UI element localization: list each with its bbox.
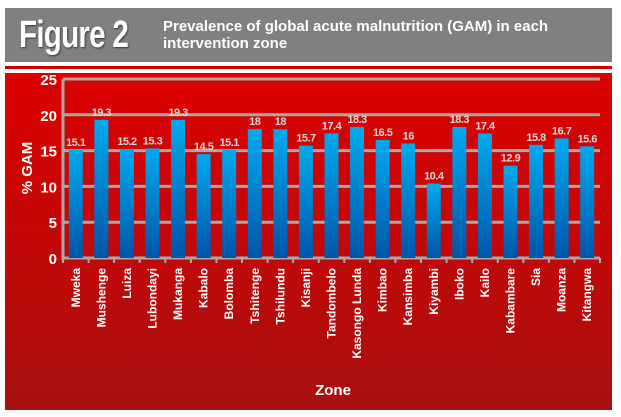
bar bbox=[68, 149, 83, 258]
bar bbox=[196, 154, 211, 258]
x-tick-label: Moanza bbox=[555, 268, 569, 312]
data-label: 18 bbox=[249, 116, 261, 128]
data-label: 12.9 bbox=[501, 153, 521, 165]
x-tick-label: Kabalo bbox=[197, 268, 211, 308]
bar bbox=[273, 129, 288, 258]
divider bbox=[5, 66, 612, 69]
bar bbox=[222, 149, 237, 258]
x-tick-label: Mukanga bbox=[171, 268, 185, 320]
data-label: 15.1 bbox=[66, 137, 86, 149]
x-tick-label: Sia bbox=[529, 268, 543, 286]
x-tick-label: Tandombelo bbox=[325, 268, 339, 338]
x-axis-label: Zone bbox=[315, 382, 351, 399]
bar bbox=[529, 144, 544, 258]
data-label: 18 bbox=[275, 116, 287, 128]
bar bbox=[503, 165, 518, 258]
bar bbox=[554, 138, 569, 258]
y-tick-label: 5 bbox=[49, 215, 57, 232]
data-label: 15.2 bbox=[117, 136, 137, 148]
y-tick-label: 25 bbox=[40, 72, 57, 89]
x-tick-label: Kabambare bbox=[504, 268, 518, 334]
x-tick-label: Kiyambi bbox=[427, 268, 441, 315]
y-tick-label: 0 bbox=[49, 251, 57, 268]
bar bbox=[119, 149, 134, 258]
data-label: 17.4 bbox=[322, 120, 343, 132]
bar bbox=[94, 119, 109, 258]
data-label: 14.5 bbox=[194, 141, 214, 153]
data-label: 15.8 bbox=[526, 132, 546, 144]
figure-label: Figure 2 bbox=[19, 14, 129, 56]
bar bbox=[477, 133, 492, 258]
bar bbox=[375, 139, 390, 258]
x-tick-label: Kailo bbox=[478, 268, 492, 297]
y-tick-label: 15 bbox=[40, 144, 57, 161]
x-tick-label: Kisanji bbox=[299, 268, 313, 307]
x-tick-label: Tshitenge bbox=[248, 268, 262, 324]
data-label: 15.6 bbox=[578, 133, 598, 145]
figure-title: Prevalence of global acute malnutrition … bbox=[163, 18, 549, 52]
bar bbox=[324, 133, 339, 258]
bar bbox=[298, 145, 313, 258]
y-axis-label: % GAM bbox=[19, 142, 36, 195]
data-label: 18.3 bbox=[450, 114, 470, 126]
data-label: 16.5 bbox=[373, 127, 393, 139]
x-tick-label: Kasongo Lunda bbox=[350, 268, 364, 359]
bar bbox=[580, 146, 595, 258]
data-label: 16 bbox=[403, 130, 415, 142]
x-tick-label: Luiza bbox=[120, 268, 134, 299]
bar bbox=[171, 119, 186, 258]
bar bbox=[247, 129, 262, 258]
data-label: 18.3 bbox=[347, 114, 367, 126]
x-tick-label: Kimbao bbox=[376, 268, 390, 312]
bar bbox=[426, 183, 441, 258]
x-tick-label: Kitangwa bbox=[580, 268, 594, 322]
bar bbox=[452, 126, 467, 258]
data-label: 17.4 bbox=[475, 120, 496, 132]
data-label: 19.3 bbox=[92, 107, 112, 119]
y-tick-label: 20 bbox=[40, 108, 57, 125]
bar bbox=[145, 148, 160, 258]
figure-header: Figure 2 Prevalence of global acute maln… bbox=[5, 8, 612, 62]
data-label: 19.3 bbox=[168, 107, 188, 119]
data-label: 16.7 bbox=[552, 125, 572, 137]
x-tick-label: Iboko bbox=[452, 268, 466, 300]
x-tick-label: Mweka bbox=[69, 268, 83, 308]
data-label: 15.3 bbox=[143, 135, 163, 147]
x-tick-label: Tshilundu bbox=[273, 268, 287, 324]
y-tick-label: 10 bbox=[40, 179, 57, 196]
x-tick-label: Mushenge bbox=[94, 268, 108, 328]
data-label: 10.4 bbox=[424, 171, 445, 183]
x-tick-label: Bolomba bbox=[222, 268, 236, 320]
x-tick-label: Lubondayi bbox=[146, 268, 160, 329]
bar bbox=[401, 143, 416, 258]
data-label: 15.1 bbox=[220, 137, 240, 149]
x-tick-label: Kansimba bbox=[401, 268, 415, 326]
data-label: 15.7 bbox=[296, 133, 316, 145]
bar bbox=[350, 126, 365, 258]
